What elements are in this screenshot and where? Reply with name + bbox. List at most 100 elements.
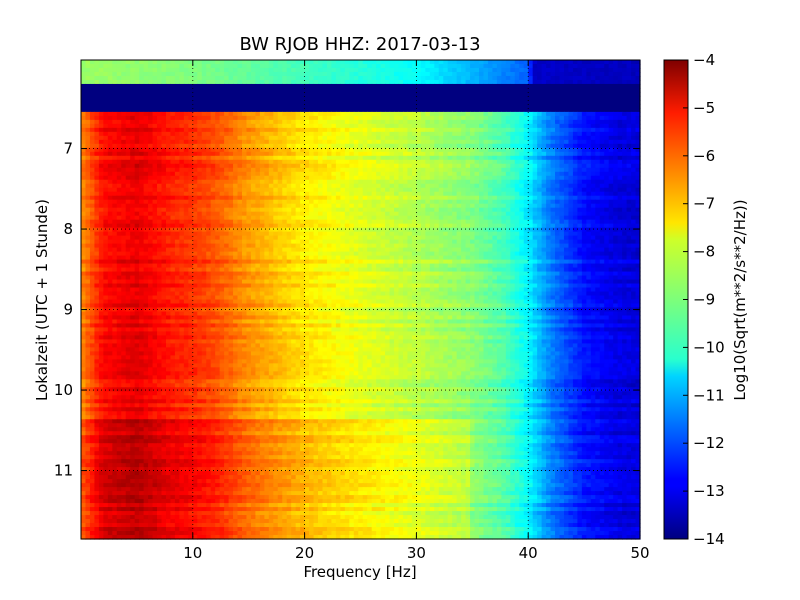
- heatmap-cell: [492, 151, 498, 157]
- heatmap-cell: [470, 71, 476, 77]
- heatmap-cell: [313, 115, 319, 121]
- heatmap-cell: [291, 147, 297, 153]
- heatmap-cell: [438, 179, 444, 185]
- heatmap-cell: [496, 211, 502, 217]
- heatmap-cell: [188, 143, 194, 149]
- heatmap-cell: [322, 75, 328, 81]
- heatmap-cell: [148, 103, 154, 109]
- heatmap-cell: [264, 179, 270, 185]
- heatmap-cell: [300, 195, 306, 201]
- heatmap-cell: [385, 63, 391, 69]
- heatmap-cell: [130, 75, 136, 81]
- heatmap-cell: [590, 151, 596, 157]
- heatmap-cell: [322, 195, 328, 201]
- heatmap-cell: [514, 143, 520, 149]
- heatmap-cell: [483, 143, 489, 149]
- heatmap-cell: [474, 159, 480, 165]
- heatmap-cell: [599, 211, 605, 217]
- heatmap-cell: [81, 147, 87, 153]
- heatmap-cell: [434, 171, 440, 177]
- heatmap-cell: [85, 95, 91, 101]
- heatmap-cell: [273, 171, 279, 177]
- heatmap-cell: [617, 83, 623, 89]
- heatmap-cell: [273, 143, 279, 149]
- heatmap-cell: [563, 139, 570, 145]
- heatmap-cell: [532, 203, 538, 209]
- heatmap-cell: [174, 187, 180, 193]
- heatmap-cell: [572, 75, 578, 81]
- heatmap-cell: [429, 67, 435, 73]
- heatmap-cell: [631, 60, 637, 65]
- heatmap-cell: [510, 175, 516, 181]
- heatmap-cell: [165, 155, 172, 161]
- heatmap-cell: [447, 75, 453, 81]
- heatmap-cell: [300, 207, 306, 213]
- heatmap-cell: [385, 179, 391, 185]
- heatmap-cell: [98, 95, 104, 101]
- heatmap-cell: [322, 211, 328, 217]
- heatmap-cell: [389, 103, 395, 109]
- heatmap-cell: [595, 119, 601, 125]
- heatmap-cell: [420, 183, 426, 189]
- heatmap-cell: [487, 95, 494, 101]
- heatmap-cell: [282, 139, 288, 145]
- heatmap-cell: [304, 75, 310, 81]
- heatmap-cell: [188, 60, 194, 65]
- heatmap-cell: [407, 175, 413, 181]
- heatmap-cell: [541, 95, 547, 101]
- heatmap-cell: [139, 107, 145, 113]
- heatmap-cell: [626, 79, 632, 85]
- heatmap-cell: [335, 167, 341, 173]
- heatmap-cell: [402, 103, 409, 109]
- heatmap-cell: [206, 215, 212, 221]
- heatmap-cell: [331, 203, 337, 209]
- heatmap-cell: [434, 155, 440, 161]
- heatmap-cell: [157, 171, 163, 177]
- heatmap-cell: [631, 115, 637, 121]
- heatmap-cell: [152, 147, 158, 153]
- heatmap-cell: [568, 60, 574, 65]
- heatmap-cell: [385, 187, 391, 193]
- heatmap-cell: [568, 91, 574, 97]
- heatmap-cell: [206, 195, 212, 201]
- heatmap-cell: [613, 107, 619, 113]
- heatmap-cell: [282, 199, 288, 205]
- heatmap-cell: [340, 195, 346, 201]
- heatmap-cell: [192, 107, 198, 113]
- heatmap-cell: [107, 143, 113, 149]
- heatmap-cell: [148, 115, 154, 121]
- heatmap-cell: [519, 99, 525, 105]
- heatmap-cell: [161, 60, 167, 65]
- heatmap-cell: [81, 99, 87, 105]
- heatmap-cell: [201, 131, 207, 137]
- heatmap-cell: [268, 135, 274, 141]
- heatmap-cell: [362, 135, 368, 141]
- heatmap-cell: [411, 203, 417, 209]
- heatmap-cell: [479, 151, 485, 157]
- heatmap-cell: [501, 127, 507, 133]
- heatmap-cell: [398, 211, 404, 217]
- heatmap-cell: [210, 103, 216, 109]
- heatmap-cell: [286, 155, 292, 161]
- heatmap-cell: [492, 95, 498, 101]
- heatmap-cell: [340, 171, 346, 177]
- heatmap-cell: [300, 60, 306, 65]
- heatmap-cell: [112, 151, 118, 157]
- heatmap-cell: [313, 135, 319, 141]
- heatmap-cell: [273, 139, 279, 145]
- heatmap-cell: [282, 79, 288, 85]
- heatmap-cell: [215, 63, 221, 69]
- heatmap-cell: [353, 211, 359, 217]
- heatmap-cell: [438, 167, 444, 173]
- heatmap-cell: [116, 167, 122, 173]
- heatmap-cell: [286, 91, 292, 97]
- heatmap-cell: [152, 75, 158, 81]
- heatmap-cell: [112, 95, 118, 101]
- heatmap-cell: [590, 60, 596, 65]
- heatmap-cell: [215, 159, 221, 165]
- heatmap-cell: [496, 119, 502, 125]
- heatmap-cell: [425, 111, 431, 117]
- heatmap-cell: [264, 191, 270, 197]
- heatmap-cell: [264, 175, 270, 181]
- heatmap-cell: [237, 60, 243, 65]
